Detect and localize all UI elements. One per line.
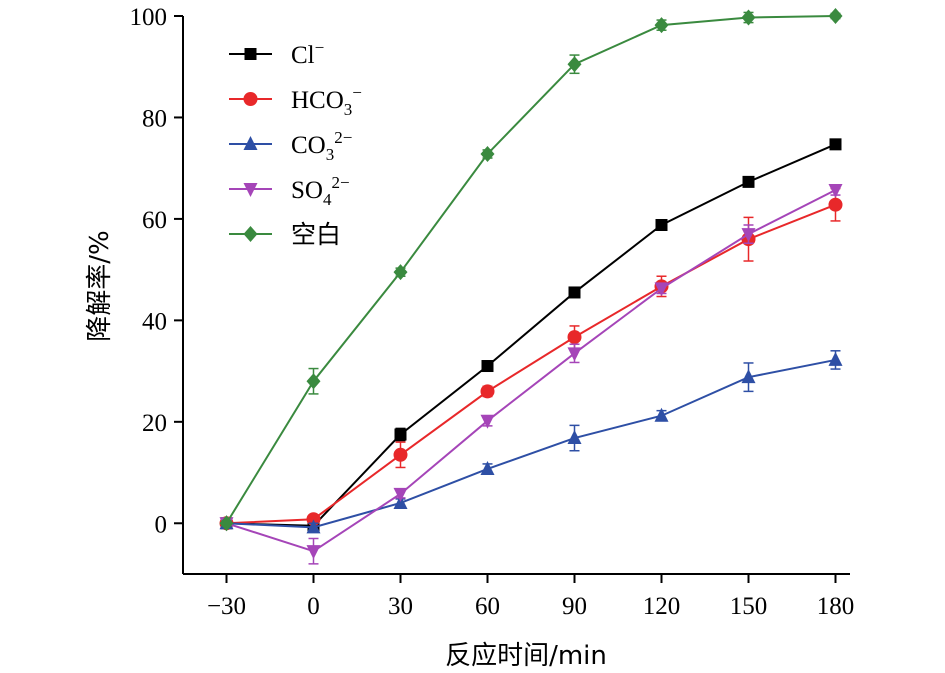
- marker-diamond: [393, 264, 408, 281]
- marker-diamond: [219, 515, 234, 532]
- series-4: [219, 8, 843, 532]
- legend-item-0: Cl−: [229, 38, 324, 69]
- marker-square: [244, 48, 257, 60]
- marker-triangle-up: [306, 519, 321, 534]
- marker-triangle-down: [393, 487, 408, 502]
- marker-circle: [480, 384, 495, 399]
- marker-triangle-down: [654, 282, 669, 297]
- legend-item-1: HCO3−: [229, 83, 362, 119]
- legend-label-base: SO: [291, 177, 323, 204]
- legend: Cl−HCO3−CO32−SO42−空白: [229, 38, 362, 249]
- x-tick-label: 120: [643, 593, 681, 620]
- y-tick-label: 100: [130, 4, 168, 31]
- marker-circle: [393, 447, 408, 462]
- x-tick-label: 150: [730, 593, 768, 620]
- series-line: [226, 203, 836, 525]
- marker-diamond: [567, 56, 582, 73]
- marker-triangle-up: [393, 494, 408, 509]
- marker-triangle-up: [480, 460, 495, 475]
- legend-label: Cl−: [291, 38, 324, 69]
- marker-diamond: [741, 9, 756, 26]
- plot-area: [219, 8, 843, 565]
- marker-diamond: [480, 145, 495, 162]
- legend-label-superscript: −: [352, 83, 362, 102]
- marker-triangle-down: [480, 414, 495, 429]
- y-tick-label: 20: [142, 410, 167, 437]
- y-tick-label: 80: [142, 105, 167, 132]
- legend-label: HCO3−: [291, 83, 362, 119]
- marker-square: [742, 175, 755, 188]
- x-tick-label: 30: [388, 593, 413, 620]
- legend-label-subscript: 3: [344, 100, 353, 119]
- marker-diamond: [243, 226, 258, 242]
- marker-triangle-up: [243, 136, 258, 150]
- x-tick-label: 60: [475, 593, 500, 620]
- x-ticks: −30 0 30 60 90 120 150 180: [207, 574, 854, 620]
- marker-square: [481, 360, 494, 373]
- legend-item-3: SO42−: [229, 173, 350, 209]
- y-tick-label: 60: [142, 207, 167, 234]
- y-ticks: 0 20 40 60 80 100: [130, 4, 183, 538]
- series-line: [226, 358, 836, 529]
- legend-label-superscript: 2−: [334, 128, 352, 147]
- marker-diamond: [828, 8, 843, 24]
- series-line: [226, 143, 836, 527]
- marker-triangle-up: [654, 407, 669, 422]
- axes: [182, 16, 850, 575]
- series-2: [219, 350, 843, 534]
- marker-square: [568, 286, 581, 299]
- marker-square: [394, 428, 407, 441]
- x-tick-label: 90: [562, 593, 587, 620]
- marker-triangle-down: [567, 347, 582, 362]
- x-tick-label: 0: [307, 593, 320, 620]
- legend-label-base: 空白: [291, 221, 341, 249]
- legend-label-superscript: −: [315, 38, 325, 57]
- y-tick-label: 40: [142, 308, 167, 335]
- legend-item-4: 空白: [229, 221, 341, 249]
- marker-triangle-down: [306, 545, 321, 560]
- series-line: [225, 15, 836, 524]
- y-axis-title: 降解率/%: [85, 230, 115, 341]
- marker-triangle-down: [828, 183, 843, 198]
- y-tick-label: 0: [155, 511, 168, 538]
- series-line: [226, 189, 836, 553]
- marker-triangle-up: [741, 369, 756, 384]
- legend-label-subscript: 4: [323, 190, 332, 209]
- marker-square: [829, 138, 842, 151]
- series-3: [219, 183, 843, 565]
- marker-triangle-down: [243, 183, 258, 197]
- legend-label: SO42−: [291, 173, 350, 209]
- legend-label-base: HCO: [291, 87, 344, 114]
- legend-item-2: CO32−: [229, 128, 352, 164]
- marker-triangle-down: [741, 228, 756, 243]
- legend-label-superscript: 2−: [331, 173, 349, 192]
- marker-circle: [828, 197, 843, 212]
- marker-diamond: [306, 373, 321, 390]
- marker-circle: [567, 330, 582, 345]
- legend-label-base: Cl: [291, 42, 315, 69]
- legend-label: 空白: [291, 221, 341, 249]
- marker-triangle-up: [567, 430, 582, 445]
- x-tick-label: 180: [817, 593, 855, 620]
- marker-square: [655, 218, 668, 231]
- x-tick-label: −30: [207, 593, 246, 620]
- legend-label-base: CO: [291, 132, 326, 159]
- marker-circle: [243, 92, 258, 106]
- x-axis-title: 反应时间/min: [445, 641, 607, 671]
- legend-label-subscript: 3: [326, 145, 335, 164]
- legend-label: CO32−: [291, 128, 352, 164]
- marker-diamond: [654, 17, 669, 34]
- marker-triangle-up: [828, 351, 843, 366]
